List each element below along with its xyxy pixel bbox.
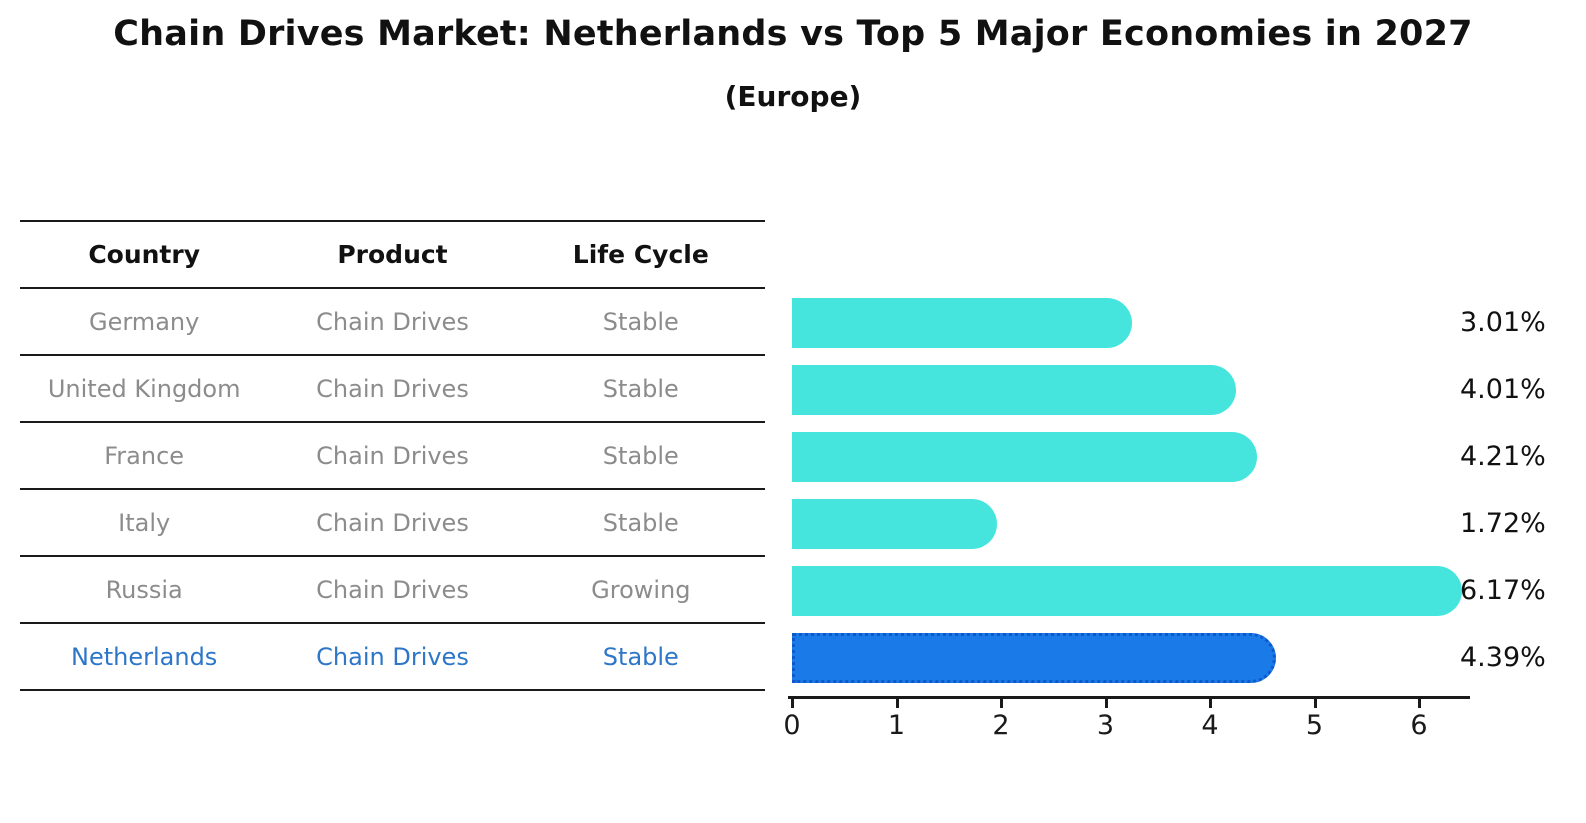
bar-france (792, 431, 1257, 482)
table-row-france: France Chain Drives Stable (20, 423, 765, 490)
x-tick-mark (895, 696, 899, 708)
cell-life-cycle: Stable (602, 642, 679, 671)
cell-product: Chain Drives (316, 642, 469, 671)
table-body: Germany Chain Drives Stable United Kingdom C… (20, 289, 765, 691)
value-label-germany: 3.01% (1460, 306, 1546, 338)
cell-product: Chain Drives (316, 441, 469, 470)
cell-life-cycle: Growing (591, 575, 691, 604)
x-tick-label: 6 (1410, 710, 1428, 741)
table-row-netherlands: Netherlands Chain Drives Stable (20, 624, 765, 691)
cell-country: Italy (118, 508, 171, 537)
cell-product: Chain Drives (316, 307, 469, 336)
x-tick-label: 5 (1305, 710, 1324, 741)
table-row-united-kingdom: United Kingdom Chain Drives Stable (20, 356, 765, 423)
table-row-germany: Germany Chain Drives Stable (20, 289, 765, 356)
country-table: Country Product Life Cycle Germany Chain … (20, 220, 765, 691)
cell-country: Russia (105, 575, 183, 604)
cell-life-cycle: Stable (602, 374, 679, 403)
x-tick-mark (1313, 696, 1317, 708)
bar-netherlands (792, 632, 1276, 683)
bar-russia (792, 565, 1462, 616)
value-label-united-kingdom: 4.01% (1460, 373, 1546, 405)
bar-united-kingdom (792, 364, 1237, 415)
cell-life-cycle: Stable (602, 508, 679, 537)
cell-country: United Kingdom (47, 374, 241, 403)
x-tick-mark (1000, 696, 1003, 708)
x-axis-line (788, 696, 1470, 699)
cell-country: France (104, 441, 185, 470)
table-header-row: Country Product Life Cycle (20, 220, 765, 289)
cell-life-cycle: Stable (602, 441, 679, 470)
cell-country: Germany (89, 307, 200, 336)
value-label-france: 4.21% (1460, 440, 1546, 472)
cell-product: Chain Drives (316, 508, 469, 537)
chart-title: Chain Drives Market: Netherlands vs Top … (113, 14, 1473, 54)
x-tick-label: 3 (1096, 710, 1115, 741)
value-label-netherlands: 4.39% (1460, 641, 1546, 673)
x-tick-mark (1418, 696, 1421, 708)
x-tick-mark (1104, 696, 1108, 708)
value-label-russia: 6.17% (1460, 574, 1546, 606)
cell-country: Netherlands (71, 642, 218, 671)
x-tick-label: 2 (992, 710, 1010, 741)
header-life-cycle: Life Cycle (572, 240, 709, 269)
bar-italy (792, 498, 997, 549)
table-row-russia: Russia Chain Drives Growing (20, 557, 765, 624)
cell-product: Chain Drives (316, 374, 469, 403)
header-product: Product (337, 240, 448, 269)
header-country: Country (88, 240, 201, 269)
x-tick-mark (791, 696, 794, 708)
value-label-italy: 1.72% (1460, 507, 1546, 539)
x-tick-label: 0 (783, 710, 801, 741)
chart-subtitle: (Europe) (724, 80, 862, 113)
x-tick-label: 1 (887, 710, 906, 741)
x-tick-label: 4 (1201, 710, 1219, 741)
cell-product: Chain Drives (316, 575, 469, 604)
cell-life-cycle: Stable (602, 307, 679, 336)
table-row-italy: Italy Chain Drives Stable (20, 490, 765, 557)
bar-germany (792, 297, 1132, 348)
x-tick-mark (1209, 696, 1212, 708)
